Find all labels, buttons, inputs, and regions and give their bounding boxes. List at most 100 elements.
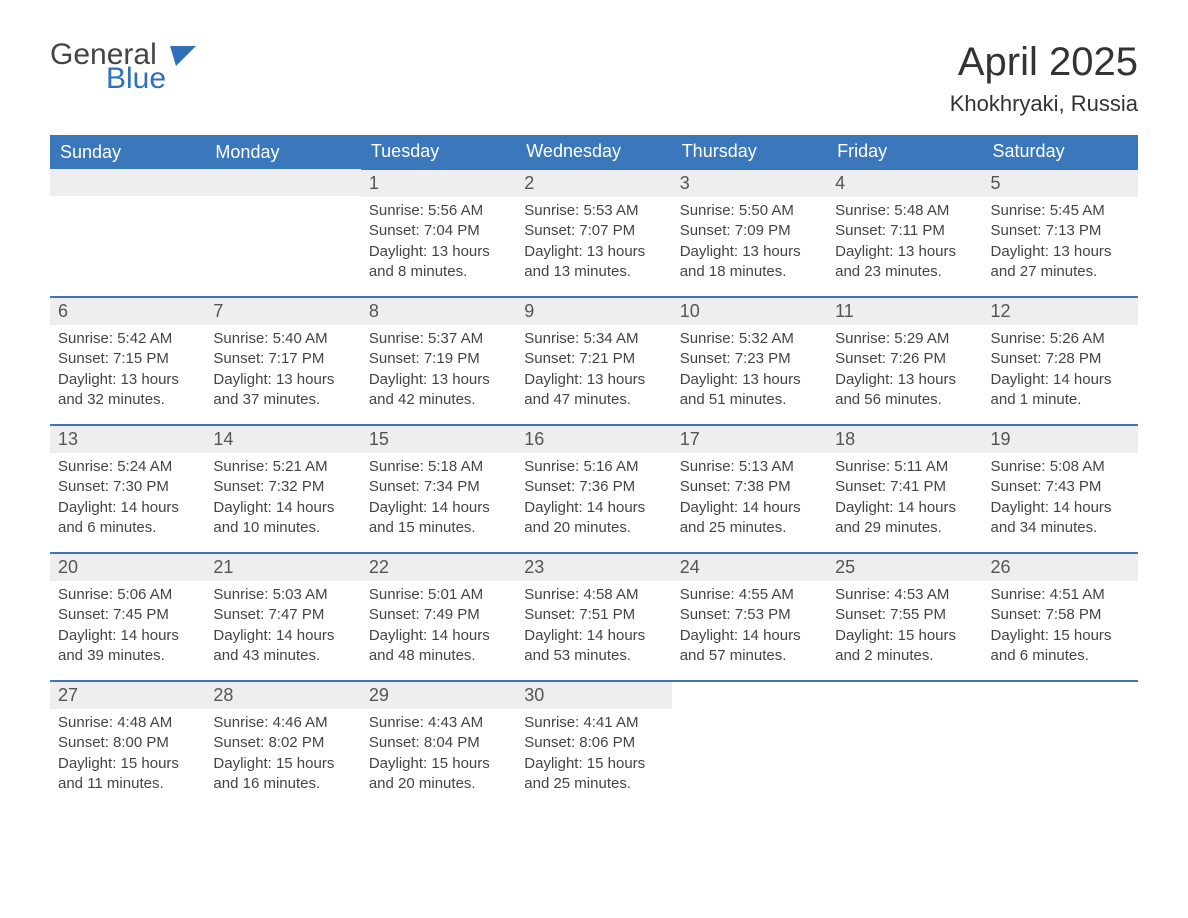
- logo-text: General Blue: [50, 40, 166, 94]
- daylight-text: Daylight: 14 hours and 25 minutes.: [680, 498, 819, 539]
- daylight-text: Daylight: 14 hours and 43 minutes.: [213, 626, 352, 667]
- daylight-text: Daylight: 13 hours and 47 minutes.: [524, 370, 663, 411]
- daylight-text: Daylight: 14 hours and 34 minutes.: [991, 498, 1130, 539]
- daylight-text: Daylight: 13 hours and 56 minutes.: [835, 370, 974, 411]
- calendar-cell: 7Sunrise: 5:40 AMSunset: 7:17 PMDaylight…: [205, 297, 360, 425]
- sunset-text: Sunset: 7:41 PM: [835, 477, 974, 497]
- daylight-text: Daylight: 14 hours and 53 minutes.: [524, 626, 663, 667]
- calendar-week: 6Sunrise: 5:42 AMSunset: 7:15 PMDaylight…: [50, 297, 1138, 425]
- day-body: Sunrise: 5:37 AMSunset: 7:19 PMDaylight:…: [361, 325, 516, 418]
- sunset-text: Sunset: 7:32 PM: [213, 477, 352, 497]
- day-body: Sunrise: 5:50 AMSunset: 7:09 PMDaylight:…: [672, 197, 827, 290]
- day-body: Sunrise: 4:48 AMSunset: 8:00 PMDaylight:…: [50, 709, 205, 802]
- weekday-header: Tuesday: [361, 135, 516, 169]
- sunrise-text: Sunrise: 5:32 AM: [680, 329, 819, 349]
- day-number: 21: [205, 554, 360, 581]
- calendar-cell: 16Sunrise: 5:16 AMSunset: 7:36 PMDayligh…: [516, 425, 671, 553]
- calendar-cell: 22Sunrise: 5:01 AMSunset: 7:49 PMDayligh…: [361, 553, 516, 681]
- day-body: Sunrise: 5:03 AMSunset: 7:47 PMDaylight:…: [205, 581, 360, 674]
- sunrise-text: Sunrise: 4:48 AM: [58, 713, 197, 733]
- sunset-text: Sunset: 7:53 PM: [680, 605, 819, 625]
- page-header: General Blue April 2025 Khokhryaki, Russ…: [50, 40, 1138, 117]
- sunset-text: Sunset: 7:43 PM: [991, 477, 1130, 497]
- calendar-cell: 13Sunrise: 5:24 AMSunset: 7:30 PMDayligh…: [50, 425, 205, 553]
- day-body: Sunrise: 5:48 AMSunset: 7:11 PMDaylight:…: [827, 197, 982, 290]
- sunrise-text: Sunrise: 4:43 AM: [369, 713, 508, 733]
- sunrise-text: Sunrise: 5:40 AM: [213, 329, 352, 349]
- daylight-text: Daylight: 13 hours and 32 minutes.: [58, 370, 197, 411]
- day-body: Sunrise: 4:58 AMSunset: 7:51 PMDaylight:…: [516, 581, 671, 674]
- day-body: Sunrise: 4:46 AMSunset: 8:02 PMDaylight:…: [205, 709, 360, 802]
- sunrise-text: Sunrise: 5:53 AM: [524, 201, 663, 221]
- day-number: 22: [361, 554, 516, 581]
- day-body: Sunrise: 5:26 AMSunset: 7:28 PMDaylight:…: [983, 325, 1138, 418]
- sunrise-text: Sunrise: 5:13 AM: [680, 457, 819, 477]
- calendar-cell: [672, 681, 827, 809]
- daylight-text: Daylight: 14 hours and 57 minutes.: [680, 626, 819, 667]
- day-body: Sunrise: 5:34 AMSunset: 7:21 PMDaylight:…: [516, 325, 671, 418]
- weekday-header: Wednesday: [516, 135, 671, 169]
- calendar-cell: [50, 169, 205, 297]
- day-body: Sunrise: 5:13 AMSunset: 7:38 PMDaylight:…: [672, 453, 827, 546]
- calendar-cell: [983, 681, 1138, 809]
- day-number: 19: [983, 426, 1138, 453]
- sunrise-text: Sunrise: 5:01 AM: [369, 585, 508, 605]
- sunset-text: Sunset: 7:09 PM: [680, 221, 819, 241]
- day-body: Sunrise: 5:40 AMSunset: 7:17 PMDaylight:…: [205, 325, 360, 418]
- sunset-text: Sunset: 7:04 PM: [369, 221, 508, 241]
- sunset-text: Sunset: 7:17 PM: [213, 349, 352, 369]
- weekday-header: Thursday: [672, 135, 827, 169]
- calendar-cell: 25Sunrise: 4:53 AMSunset: 7:55 PMDayligh…: [827, 553, 982, 681]
- day-number: 5: [983, 170, 1138, 197]
- sunset-text: Sunset: 8:04 PM: [369, 733, 508, 753]
- weekday-header: Friday: [827, 135, 982, 169]
- sunrise-text: Sunrise: 5:03 AM: [213, 585, 352, 605]
- calendar-cell: 6Sunrise: 5:42 AMSunset: 7:15 PMDaylight…: [50, 297, 205, 425]
- weekday-header: Sunday: [50, 135, 205, 169]
- sunset-text: Sunset: 8:02 PM: [213, 733, 352, 753]
- weekday-header: Monday: [205, 135, 360, 169]
- sunset-text: Sunset: 7:07 PM: [524, 221, 663, 241]
- daylight-text: Daylight: 15 hours and 6 minutes.: [991, 626, 1130, 667]
- calendar-cell: 20Sunrise: 5:06 AMSunset: 7:45 PMDayligh…: [50, 553, 205, 681]
- title-block: April 2025 Khokhryaki, Russia: [950, 40, 1138, 117]
- sunrise-text: Sunrise: 4:58 AM: [524, 585, 663, 605]
- calendar-cell: 11Sunrise: 5:29 AMSunset: 7:26 PMDayligh…: [827, 297, 982, 425]
- daylight-text: Daylight: 13 hours and 51 minutes.: [680, 370, 819, 411]
- sunrise-text: Sunrise: 5:21 AM: [213, 457, 352, 477]
- calendar-cell: 23Sunrise: 4:58 AMSunset: 7:51 PMDayligh…: [516, 553, 671, 681]
- daylight-text: Daylight: 15 hours and 11 minutes.: [58, 754, 197, 795]
- flag-icon: [170, 46, 196, 66]
- day-number: 2: [516, 170, 671, 197]
- sunset-text: Sunset: 7:49 PM: [369, 605, 508, 625]
- day-number: 28: [205, 682, 360, 709]
- day-body: Sunrise: 4:53 AMSunset: 7:55 PMDaylight:…: [827, 581, 982, 674]
- daylight-text: Daylight: 14 hours and 39 minutes.: [58, 626, 197, 667]
- calendar-cell: 14Sunrise: 5:21 AMSunset: 7:32 PMDayligh…: [205, 425, 360, 553]
- daylight-text: Daylight: 14 hours and 20 minutes.: [524, 498, 663, 539]
- sunrise-text: Sunrise: 5:45 AM: [991, 201, 1130, 221]
- day-body: Sunrise: 5:06 AMSunset: 7:45 PMDaylight:…: [50, 581, 205, 674]
- day-number: 1: [361, 170, 516, 197]
- daylight-text: Daylight: 13 hours and 37 minutes.: [213, 370, 352, 411]
- day-body: Sunrise: 5:24 AMSunset: 7:30 PMDaylight:…: [50, 453, 205, 546]
- sunrise-text: Sunrise: 5:56 AM: [369, 201, 508, 221]
- sunset-text: Sunset: 7:47 PM: [213, 605, 352, 625]
- calendar-week: 13Sunrise: 5:24 AMSunset: 7:30 PMDayligh…: [50, 425, 1138, 553]
- daylight-text: Daylight: 13 hours and 42 minutes.: [369, 370, 508, 411]
- calendar-cell: 3Sunrise: 5:50 AMSunset: 7:09 PMDaylight…: [672, 169, 827, 297]
- day-body: Sunrise: 5:32 AMSunset: 7:23 PMDaylight:…: [672, 325, 827, 418]
- day-number: 23: [516, 554, 671, 581]
- sunrise-text: Sunrise: 5:34 AM: [524, 329, 663, 349]
- sunset-text: Sunset: 7:36 PM: [524, 477, 663, 497]
- sunrise-text: Sunrise: 5:18 AM: [369, 457, 508, 477]
- day-body: Sunrise: 4:43 AMSunset: 8:04 PMDaylight:…: [361, 709, 516, 802]
- calendar-cell: 24Sunrise: 4:55 AMSunset: 7:53 PMDayligh…: [672, 553, 827, 681]
- calendar-cell: 12Sunrise: 5:26 AMSunset: 7:28 PMDayligh…: [983, 297, 1138, 425]
- day-number: 7: [205, 298, 360, 325]
- calendar-cell: [827, 681, 982, 809]
- day-number: 15: [361, 426, 516, 453]
- sunrise-text: Sunrise: 4:46 AM: [213, 713, 352, 733]
- day-number: 24: [672, 554, 827, 581]
- calendar-cell: 10Sunrise: 5:32 AMSunset: 7:23 PMDayligh…: [672, 297, 827, 425]
